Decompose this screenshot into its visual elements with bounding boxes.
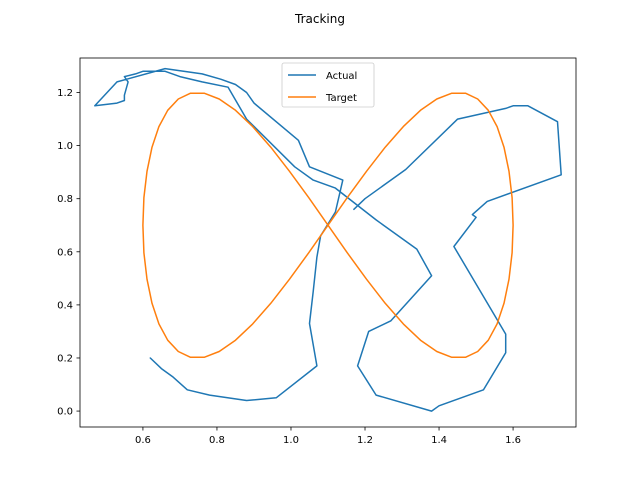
chart-title: Tracking	[294, 12, 345, 26]
series-line-target	[142, 92, 514, 359]
x-tick-label: 1.0	[283, 435, 299, 446]
x-tick-label: 1.4	[431, 435, 447, 446]
plot-area	[79, 57, 577, 428]
legend-box	[281, 62, 375, 108]
x-axis: 0.6 0.8 1.0 1.2 1.4 1.6	[135, 427, 521, 446]
x-tick-label: 0.6	[135, 435, 151, 446]
y-tick-label: 0.6	[57, 247, 73, 258]
y-tick-label: 1.0	[57, 141, 73, 152]
y-tick-label: 0.0	[57, 407, 73, 418]
y-tick-label: 1.2	[57, 88, 73, 99]
x-tick-label: 1.6	[505, 435, 521, 446]
y-axis: 0.0 0.2 0.4 0.6 0.8 1.0 1.2	[57, 88, 80, 418]
legend-label-target: Target	[325, 93, 357, 104]
y-tick-label: 0.8	[57, 194, 73, 205]
x-tick-label: 0.8	[209, 435, 225, 446]
y-tick-label: 0.4	[57, 300, 73, 311]
axes-frame	[79, 57, 577, 428]
series-line-actual	[94, 67, 562, 412]
legend-label-actual: Actual	[326, 71, 357, 82]
x-tick-label: 1.2	[357, 435, 373, 446]
y-tick-label: 0.2	[57, 353, 73, 364]
legend: Actual Target	[281, 62, 375, 108]
